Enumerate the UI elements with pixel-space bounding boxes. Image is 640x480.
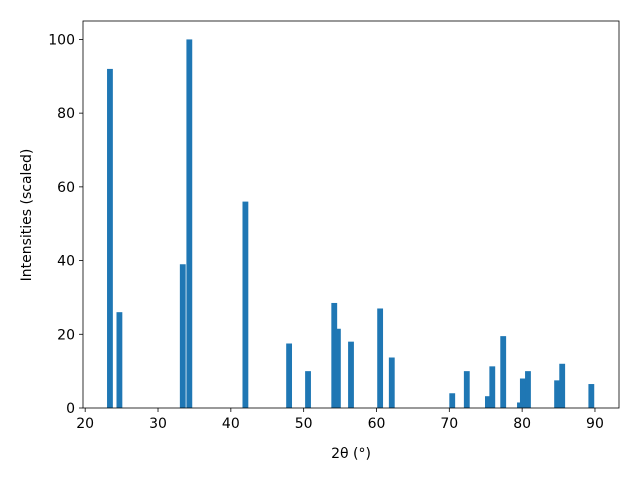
bar — [305, 371, 311, 408]
y-tick-label: 0 — [66, 401, 75, 417]
x-tick-label: 50 — [295, 416, 313, 432]
bar — [559, 363, 566, 408]
bar — [554, 380, 561, 408]
bar — [331, 302, 338, 408]
x-tick-label: 40 — [222, 416, 240, 432]
bar — [107, 68, 113, 409]
x-tick-label: 90 — [586, 416, 604, 432]
x-tick-label: 30 — [149, 416, 167, 432]
bar — [519, 378, 526, 408]
x-axis-label: 2θ (°) — [331, 446, 371, 462]
bar — [463, 371, 470, 408]
bar — [525, 371, 531, 408]
y-axis-label: Intensities (scaled) — [19, 149, 35, 282]
bar — [186, 39, 193, 409]
bar — [334, 328, 341, 408]
plot-frame — [82, 20, 620, 409]
y-tick-label: 80 — [57, 106, 75, 122]
bar — [242, 201, 249, 408]
y-tick-label: 40 — [57, 254, 75, 270]
bar — [179, 264, 186, 408]
y-tick-label: 60 — [57, 180, 75, 196]
bar — [286, 343, 293, 408]
y-tick-label: 100 — [48, 32, 75, 48]
bar — [388, 357, 395, 408]
x-tick-label: 80 — [513, 416, 531, 432]
bar — [116, 312, 123, 408]
x-tick-label: 60 — [368, 416, 386, 432]
bar — [489, 366, 496, 408]
bar — [348, 341, 354, 408]
bar — [485, 396, 491, 408]
bar — [377, 308, 384, 408]
bar — [500, 336, 507, 408]
x-tick-label: 70 — [440, 416, 458, 432]
y-tick-label: 20 — [57, 327, 75, 343]
x-tick-label: 20 — [76, 416, 94, 432]
bar — [588, 384, 595, 408]
bar — [449, 393, 456, 408]
